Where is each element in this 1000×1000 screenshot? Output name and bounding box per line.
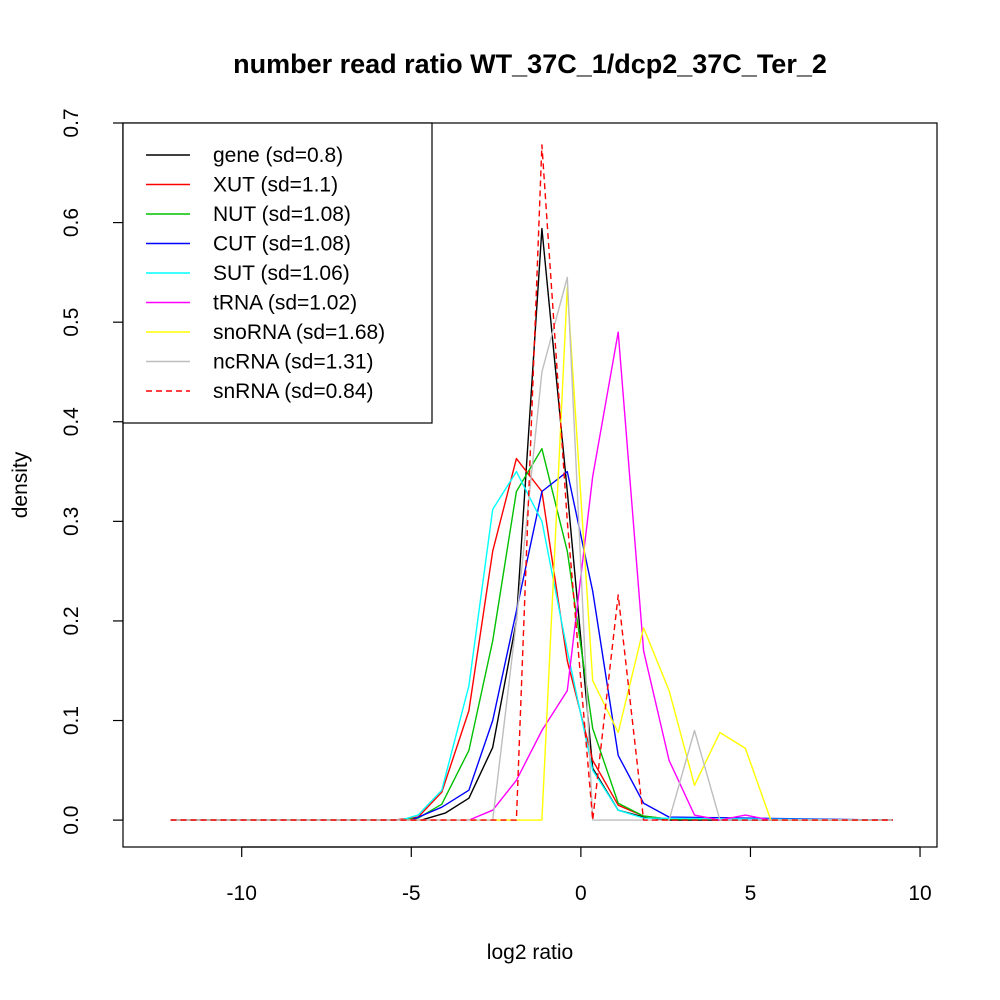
x-tick-label: -10	[227, 882, 257, 905]
x-axis-label: log2 ratio	[487, 941, 573, 964]
x-tick-label: 10	[908, 882, 931, 905]
legend: gene (sd=0.8) XUT (sd=1.1) NUT (sd=1.08) CU…	[122, 122, 433, 424]
x-axis: -10 -5 0 5 10	[227, 846, 932, 905]
y-tick-label: 0.5	[60, 308, 83, 337]
series-line-XUT	[170, 457, 893, 821]
y-tick-label: 0.0	[60, 806, 83, 835]
y-tick-label: 0.6	[60, 208, 83, 237]
x-tick-label: -5	[402, 882, 421, 905]
legend-label-NUT: NUT (sd=1.08)	[213, 203, 351, 226]
x-tick-label: 0	[575, 882, 587, 905]
y-axis-label: density	[9, 451, 32, 518]
legend-label-XUT: XUT (sd=1.1)	[213, 174, 338, 197]
series-line-gene	[170, 227, 893, 821]
y-tick-label: 0.2	[60, 606, 83, 635]
series-line-NUT	[170, 448, 893, 821]
chart-title: number read ratio WT_37C_1/dcp2_37C_Ter_…	[233, 49, 827, 79]
legend-label-ncRNA: ncRNA (sd=1.31)	[213, 351, 374, 374]
legend-label-snoRNA: snoRNA (sd=1.68)	[213, 321, 385, 344]
legend-label-snRNA: snRNA (sd=0.84)	[213, 380, 374, 403]
series-line-tRNA	[170, 331, 893, 821]
legend-label-tRNA: tRNA (sd=1.02)	[213, 292, 357, 315]
series-line-ncRNA	[170, 276, 893, 821]
y-axis: 0.0 0.1 0.2 0.3 0.4 0.5 0.6 0.7	[60, 108, 124, 835]
series-line-snRNA	[170, 144, 893, 821]
x-tick-label: 5	[745, 882, 757, 905]
series-line-snoRNA	[170, 286, 893, 821]
legend-label-SUT: SUT (sd=1.06)	[213, 262, 350, 285]
y-tick-label: 0.7	[60, 108, 83, 137]
series-lines	[170, 144, 893, 821]
legend-label-gene: gene (sd=0.8)	[213, 144, 343, 167]
legend-label-CUT: CUT (sd=1.08)	[213, 233, 351, 256]
series-line-SUT	[170, 470, 893, 821]
series-line-CUT	[170, 470, 893, 821]
y-tick-label: 0.3	[60, 507, 83, 536]
y-tick-label: 0.1	[60, 706, 83, 735]
y-tick-label: 0.4	[60, 407, 83, 437]
